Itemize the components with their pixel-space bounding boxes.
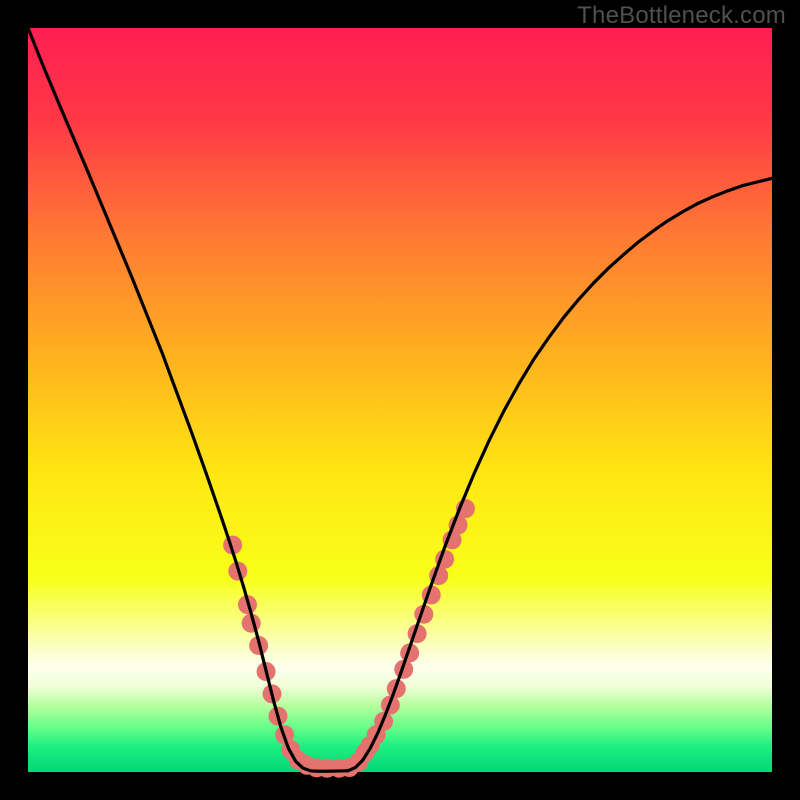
valley-curve [318,771,348,772]
plot-area [28,28,772,772]
left-curve [28,28,318,771]
root-frame: TheBottleneck.com [0,0,800,800]
marker-group-left [223,536,359,778]
right-curve [348,178,772,770]
curve-layer [28,28,772,772]
watermark-label: TheBottleneck.com [577,2,786,30]
